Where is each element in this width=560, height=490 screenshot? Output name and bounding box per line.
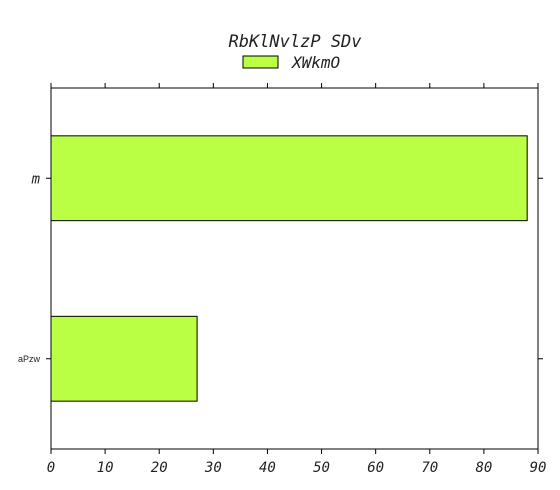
y-tick-label: m <box>31 171 41 187</box>
bar <box>50 315 198 402</box>
x-tick-label: 30 <box>204 460 222 476</box>
x-tick-label: 0 <box>47 460 55 476</box>
plot-area: 0 10 20 30 40 50 60 70 80 90 m aPzw <box>18 83 546 476</box>
x-tick-label: 10 <box>97 460 114 476</box>
x-tick-label: 90 <box>530 460 547 476</box>
x-tick-label: 20 <box>151 460 168 476</box>
bar <box>50 135 528 222</box>
y-tick-label: aPzw <box>18 354 41 364</box>
x-tick-label: 70 <box>421 460 438 476</box>
x-tick-label: 50 <box>313 460 330 476</box>
x-tick-label: 40 <box>259 460 276 476</box>
legend-label: XWkmO <box>291 53 340 72</box>
x-tick-label: 80 <box>475 460 492 476</box>
chart-title: RbKlNvlzP SDv <box>228 32 362 52</box>
plot-frame <box>50 87 539 450</box>
legend-swatch <box>242 55 279 69</box>
legend: XWkmO <box>242 53 340 72</box>
x-tick-label: 60 <box>367 460 384 476</box>
